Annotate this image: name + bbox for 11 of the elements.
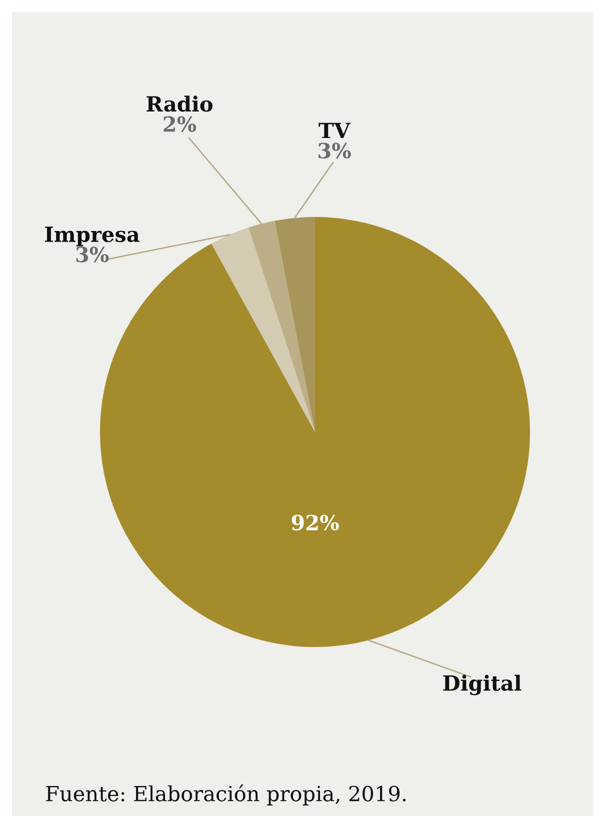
source-note: Fuente: Elaboración propia, 2019. [46,784,406,806]
data-label: 2% [164,116,196,132]
slice-label: TV [318,122,350,138]
slice-label: Digital [443,674,522,696]
data-label: 92% [292,514,339,530]
data-label: 3% [76,246,109,262]
slice-label: Impresa [45,226,140,246]
slice-label: Radio [146,96,212,112]
pie-slice [211,228,315,432]
pie-slice [274,217,315,432]
data-label: 3% [318,142,351,159]
